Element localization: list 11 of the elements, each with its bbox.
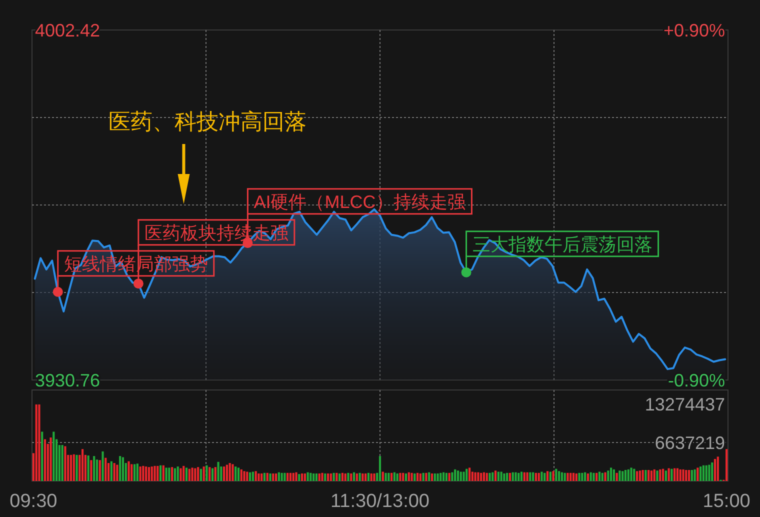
y-tick-label: 3930.76 bbox=[35, 370, 100, 390]
x-tick-label: 11:30/13:00 bbox=[330, 491, 430, 512]
x-tick-label: 09:30 bbox=[10, 491, 58, 512]
y-tick-label: 13274437 bbox=[644, 394, 725, 414]
y-tick-label: 6637219 bbox=[654, 433, 725, 453]
annotation: AI硬件（MLCC）持续走强 bbox=[254, 192, 466, 212]
annotation: 医药、科技冲高回落 bbox=[108, 109, 307, 134]
y2-tick-label: -0.90% bbox=[668, 370, 725, 390]
y2-tick-label: +0.90% bbox=[663, 20, 725, 40]
y-tick-label: 4002.42 bbox=[35, 20, 100, 40]
x-tick-label: 15:00 bbox=[702, 491, 750, 512]
